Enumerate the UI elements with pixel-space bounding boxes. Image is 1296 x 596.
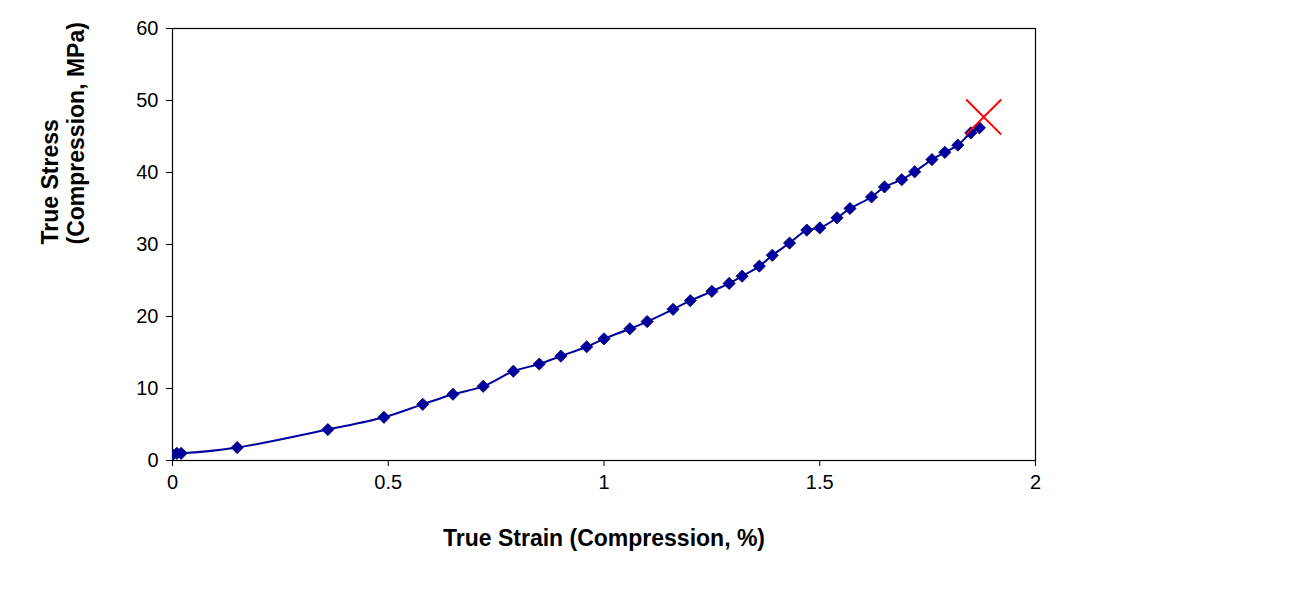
svg-text:True Stress(Compression, MPa): True Stress(Compression, MPa) bbox=[37, 22, 89, 244]
svg-text:2: 2 bbox=[1030, 471, 1041, 493]
svg-text:1: 1 bbox=[598, 471, 609, 493]
svg-text:50: 50 bbox=[136, 89, 158, 111]
svg-text:0.5: 0.5 bbox=[374, 471, 402, 493]
svg-text:30: 30 bbox=[136, 233, 158, 255]
svg-text:40: 40 bbox=[136, 161, 158, 183]
svg-text:True Strain (Compression, %): True Strain (Compression, %) bbox=[443, 525, 765, 551]
svg-text:1.5: 1.5 bbox=[806, 471, 834, 493]
svg-text:20: 20 bbox=[136, 305, 158, 327]
svg-text:0: 0 bbox=[147, 449, 158, 471]
svg-text:10: 10 bbox=[136, 377, 158, 399]
svg-text:0: 0 bbox=[167, 471, 178, 493]
svg-text:60: 60 bbox=[136, 17, 158, 39]
